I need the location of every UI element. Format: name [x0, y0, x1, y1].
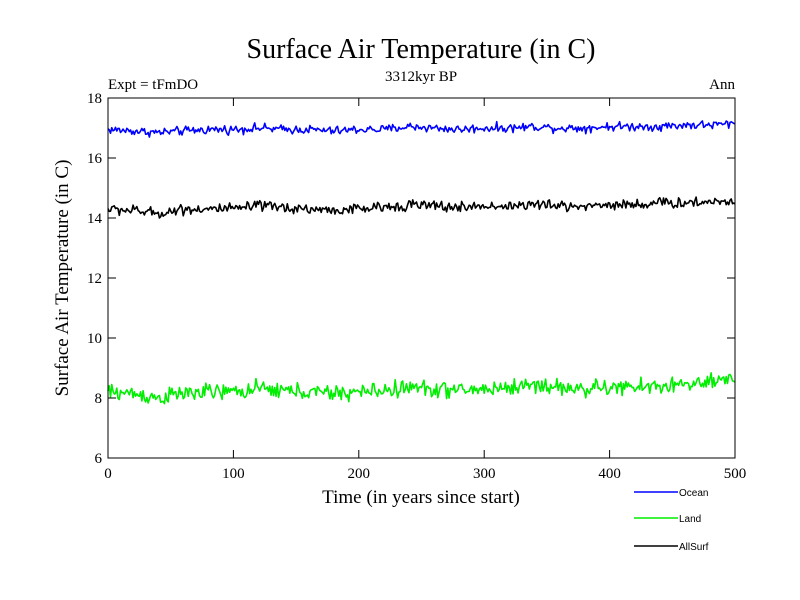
- series-layer: [107, 120, 736, 405]
- chart-title: Surface Air Temperature (in C): [247, 34, 596, 65]
- y-axis-label: Surface Air Temperature (in C): [52, 160, 73, 397]
- x-tick-label: 0: [104, 466, 112, 482]
- y-tick-label: 16: [87, 151, 103, 167]
- legend-label-land: Land: [679, 514, 701, 525]
- x-tick-label: 100: [222, 466, 245, 482]
- x-tick-label: 300: [473, 466, 496, 482]
- series-line-allsurf: [107, 196, 736, 219]
- y-tick-label: 10: [87, 331, 102, 347]
- legend-label-ocean: Ocean: [679, 488, 708, 499]
- y-tick-label: 8: [95, 391, 103, 407]
- x-tick-label: 400: [598, 466, 621, 482]
- experiment-label: Expt = tFmDO: [108, 77, 198, 93]
- season-label: Ann: [709, 77, 735, 93]
- x-tick-label: 200: [348, 466, 371, 482]
- axis-layer: 0 100 200 300 400 500 6 8 10 12 14 16 18: [87, 91, 746, 482]
- y-tick-label: 18: [87, 91, 102, 107]
- series-line-land: [107, 372, 736, 405]
- y-tick-label: 12: [87, 271, 102, 287]
- y-tick-label: 14: [87, 211, 103, 227]
- legend: Ocean Land AllSurf: [634, 488, 709, 553]
- x-tick-label: 500: [724, 466, 747, 482]
- legend-label-allsurf: AllSurf: [679, 542, 709, 553]
- y-tick-label: 6: [95, 451, 103, 467]
- x-axis-label: Time (in years since start): [322, 487, 520, 508]
- series-line-ocean: [107, 120, 736, 138]
- chart-subtitle: 3312kyr BP: [385, 69, 457, 85]
